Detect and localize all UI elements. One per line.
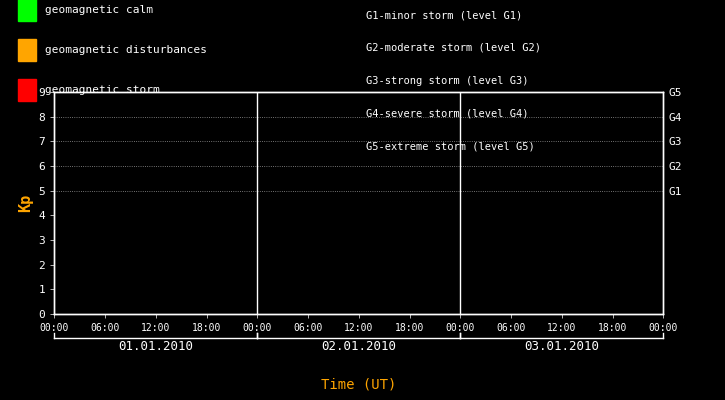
Text: geomagnetic storm: geomagnetic storm (45, 85, 160, 95)
Text: 02.01.2010: 02.01.2010 (321, 340, 397, 353)
Text: G5-extreme storm (level G5): G5-extreme storm (level G5) (366, 141, 535, 151)
Text: geomagnetic disturbances: geomagnetic disturbances (45, 45, 207, 55)
Text: geomagnetic calm: geomagnetic calm (45, 5, 153, 15)
Text: G2-moderate storm (level G2): G2-moderate storm (level G2) (366, 43, 541, 53)
Text: 01.01.2010: 01.01.2010 (118, 340, 194, 353)
Text: 03.01.2010: 03.01.2010 (524, 340, 600, 353)
Text: Time (UT): Time (UT) (321, 378, 397, 392)
Y-axis label: Kp: Kp (18, 194, 33, 212)
Text: G3-strong storm (level G3): G3-strong storm (level G3) (366, 76, 529, 86)
Text: G1-minor storm (level G1): G1-minor storm (level G1) (366, 10, 523, 20)
Text: G4-severe storm (level G4): G4-severe storm (level G4) (366, 108, 529, 118)
